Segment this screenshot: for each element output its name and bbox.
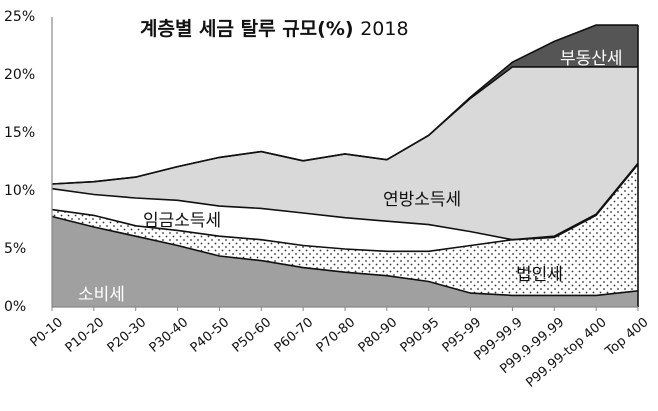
y-tick-label: 5%: [4, 241, 27, 257]
chart-title: 계층별 세금 탈루 규모(%) 2018: [140, 14, 409, 41]
area-series: [52, 66, 638, 240]
label-federal-income-tax: 연방소득세: [383, 190, 462, 210]
label-wage-income-tax: 임금소득세: [143, 211, 222, 231]
series-boundary-line: [51, 162, 639, 241]
chart-title-main: 계층별 세금 탈루 규모(%): [140, 18, 354, 40]
series-boundary-line: [51, 215, 639, 297]
chart-title-year: 2018: [360, 18, 409, 40]
y-tick-label: 15%: [4, 125, 36, 141]
y-tick-label: 10%: [4, 183, 36, 199]
y-tick-label: 0%: [4, 299, 27, 315]
area-series: [52, 163, 638, 252]
label-corporate-tax: 법인세: [516, 265, 563, 285]
label-property-tax: 부동산세: [560, 49, 623, 69]
series-boundary-line: [51, 24, 638, 185]
y-tick-label: 25%: [4, 9, 36, 25]
area-series: [52, 164, 638, 296]
label-consumption-tax: 소비세: [78, 285, 125, 305]
area-series: [52, 25, 638, 184]
y-tick-label: 20%: [4, 67, 36, 83]
area-series: [52, 216, 638, 307]
